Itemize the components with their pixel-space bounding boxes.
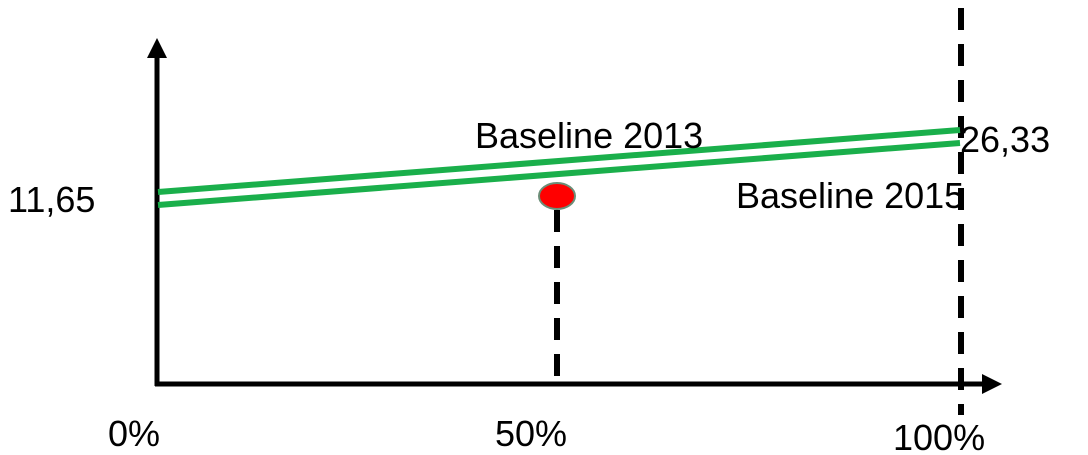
x-axis-arrow [982,374,1002,394]
marker-point [538,182,576,210]
baseline-2015-label: Baseline 2015 [736,175,964,216]
baseline-2013-line [157,127,961,195]
baseline-2015-line [157,140,961,208]
y-axis-arrow [147,38,167,58]
x-label-0: 0% [108,413,160,454]
y-end-label: 26,33 [960,119,1050,160]
x-label-50: 50% [495,413,567,454]
baseline-2013-label: Baseline 2013 [475,115,703,156]
x-label-100: 100% [893,417,985,455]
y-start-label: 11,65 [8,179,95,220]
